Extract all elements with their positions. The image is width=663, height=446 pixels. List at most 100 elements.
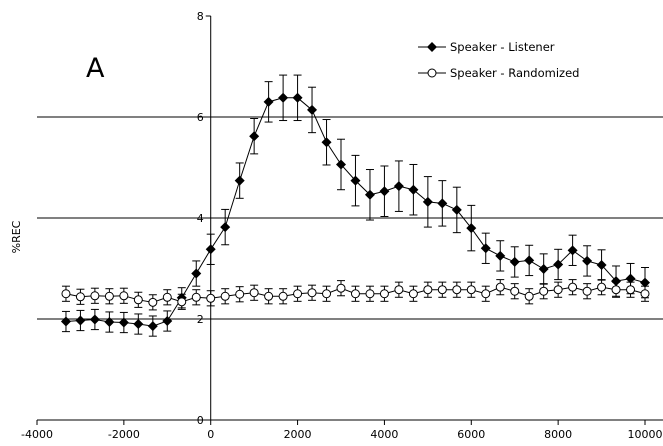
data-point bbox=[61, 289, 71, 299]
data-point bbox=[611, 276, 622, 287]
legend-marker bbox=[427, 42, 437, 52]
data-point bbox=[263, 96, 274, 107]
x-tick-label: 2000 bbox=[284, 428, 312, 441]
data-point bbox=[322, 289, 332, 299]
data-point bbox=[524, 255, 535, 266]
data-point bbox=[235, 289, 245, 299]
data-point bbox=[509, 256, 520, 267]
data-point bbox=[321, 137, 332, 148]
data-point bbox=[350, 289, 360, 299]
data-point bbox=[177, 297, 187, 307]
data-point bbox=[451, 204, 462, 215]
data-point bbox=[597, 282, 607, 292]
data-point bbox=[90, 291, 100, 301]
data-point bbox=[119, 291, 129, 301]
data-point bbox=[249, 288, 259, 298]
data-point bbox=[625, 273, 636, 284]
data-point bbox=[162, 292, 172, 302]
data-point bbox=[481, 289, 491, 299]
data-point bbox=[162, 316, 173, 327]
data-point bbox=[147, 321, 158, 332]
data-point bbox=[568, 282, 578, 292]
x-tick-label: 6000 bbox=[457, 428, 485, 441]
data-point bbox=[394, 285, 404, 295]
data-point bbox=[596, 259, 607, 270]
data-point bbox=[234, 175, 245, 186]
panel-label: A bbox=[86, 53, 105, 84]
data-point bbox=[206, 293, 216, 303]
data-point bbox=[75, 292, 85, 302]
data-point bbox=[466, 285, 476, 295]
x-tick-label: 0 bbox=[207, 428, 214, 441]
x-tick-label: -2000 bbox=[108, 428, 140, 441]
legend-marker bbox=[427, 68, 437, 78]
y-tick-label: 0 bbox=[197, 414, 204, 427]
data-point bbox=[293, 289, 303, 299]
data-point bbox=[626, 285, 636, 295]
data-point bbox=[495, 250, 506, 261]
data-point bbox=[466, 223, 477, 234]
data-point bbox=[379, 289, 389, 299]
x-tick-label: 8000 bbox=[544, 428, 572, 441]
legend-label: Speaker - Listener bbox=[450, 40, 555, 54]
data-point bbox=[104, 291, 114, 301]
y-tick-label: 8 bbox=[197, 10, 204, 23]
data-point bbox=[582, 255, 593, 266]
data-point bbox=[350, 175, 361, 186]
data-point bbox=[148, 297, 158, 307]
data-point bbox=[133, 295, 143, 305]
data-point bbox=[437, 198, 448, 209]
data-point bbox=[495, 282, 505, 292]
data-point bbox=[278, 291, 288, 301]
data-point bbox=[553, 259, 564, 270]
legend-item-0: Speaker - Listener bbox=[418, 40, 555, 54]
y-tick-label: 4 bbox=[197, 212, 204, 225]
data-point bbox=[191, 268, 202, 279]
y-tick-label: 6 bbox=[197, 111, 204, 124]
data-point bbox=[640, 277, 650, 288]
data-point bbox=[393, 181, 404, 192]
data-point bbox=[249, 131, 260, 142]
data-point bbox=[133, 319, 144, 330]
data-point bbox=[524, 291, 534, 301]
legend-label: Speaker - Randomized bbox=[450, 66, 579, 80]
data-point bbox=[118, 317, 129, 328]
data-point bbox=[640, 289, 650, 299]
data-point bbox=[452, 285, 462, 295]
data-point bbox=[379, 186, 390, 197]
data-point bbox=[60, 316, 71, 327]
y-tick-label: 2 bbox=[197, 313, 204, 326]
data-point bbox=[408, 184, 419, 195]
data-point bbox=[307, 288, 317, 298]
data-point bbox=[538, 264, 549, 275]
gridlines bbox=[37, 116, 663, 320]
data-point bbox=[408, 289, 418, 299]
y-axis-label: %REC bbox=[10, 220, 23, 253]
series-1 bbox=[61, 279, 650, 311]
data-point bbox=[292, 92, 303, 103]
data-point bbox=[278, 92, 289, 103]
data-point bbox=[422, 196, 433, 207]
data-point bbox=[423, 285, 433, 295]
data-point bbox=[104, 317, 115, 328]
data-point bbox=[336, 159, 346, 170]
data-point bbox=[582, 286, 592, 296]
data-point bbox=[220, 291, 230, 301]
data-point bbox=[191, 292, 201, 302]
tick-labels: -4000 -2000 0 2000 4000 6000 8000 10000 0 2 4 6 8 bbox=[21, 10, 662, 441]
data-point bbox=[611, 285, 621, 295]
data-point bbox=[89, 314, 100, 325]
data-point bbox=[510, 286, 520, 296]
data-point bbox=[567, 245, 578, 256]
legend-item-1: Speaker - Randomized bbox=[418, 66, 579, 80]
data-point bbox=[336, 283, 346, 293]
series-layer bbox=[60, 74, 650, 337]
x-tick-label: 10000 bbox=[628, 428, 663, 441]
data-point bbox=[364, 189, 375, 200]
data-point bbox=[365, 289, 375, 299]
data-point bbox=[307, 104, 318, 115]
data-point bbox=[553, 285, 563, 295]
data-point bbox=[220, 222, 231, 233]
data-point bbox=[205, 244, 216, 255]
